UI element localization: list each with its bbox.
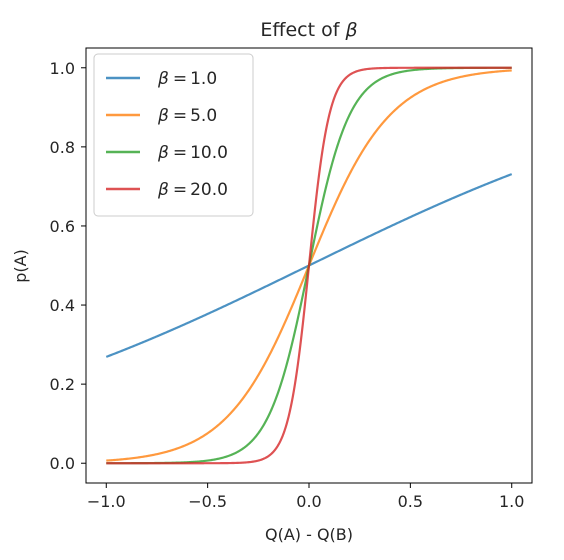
legend-value: 1.0	[190, 69, 217, 89]
legend-entry: β = 10.0	[106, 143, 228, 163]
legend-label: β = 5.0	[157, 106, 217, 126]
legend-label: β = 20.0	[157, 180, 228, 200]
x-tick-label: 1.0	[499, 492, 524, 511]
legend-beta-symbol: β	[157, 69, 169, 89]
legend-label: β = 1.0	[157, 69, 217, 89]
y-tick-label: 0.2	[50, 375, 75, 394]
legend-box	[93, 53, 254, 217]
y-tick-label: 1.0	[50, 59, 75, 78]
legend-value: 5.0	[190, 106, 217, 126]
legend-equals: =	[173, 106, 187, 126]
legend-beta-symbol: β	[157, 106, 169, 126]
legend-entry: β = 20.0	[106, 180, 228, 200]
legend-equals: =	[173, 143, 187, 163]
y-tick-label: 0.8	[50, 138, 75, 157]
legend-label: β = 10.0	[157, 143, 228, 163]
x-tick-label: 0.0	[296, 492, 321, 511]
series-layer	[105, 66, 513, 465]
legend-equals: =	[173, 180, 187, 200]
y-tick-label: 0.4	[50, 296, 75, 315]
legend: β = 1.0β = 5.0β = 10.0β = 20.0	[93, 53, 254, 217]
legend-entry: β = 5.0	[106, 106, 217, 126]
x-axis-ticks: −1.0 −0.5 0.0 0.5 1.0	[87, 483, 524, 511]
chart-title: Effect of β	[260, 19, 357, 41]
chart-title-prefix: Effect of	[260, 19, 345, 41]
legend-equals: =	[173, 69, 187, 89]
x-tick-label: −0.5	[188, 492, 227, 511]
series-line-beta-20-0	[106, 66, 512, 465]
y-axis-ticks: 0.0 0.2 0.4 0.6 0.8 1.0	[50, 59, 86, 473]
y-axis-label: p(A)	[11, 249, 30, 283]
legend-entry: β = 1.0	[106, 69, 217, 89]
x-axis-label: Q(A) - Q(B)	[265, 525, 353, 544]
legend-beta-symbol: β	[157, 143, 169, 163]
legend-value: 10.0	[190, 143, 228, 163]
x-tick-label: −1.0	[87, 492, 126, 511]
legend-value: 20.0	[190, 180, 228, 200]
y-tick-label: 0.6	[50, 217, 75, 236]
chart-title-symbol: β	[344, 19, 357, 41]
x-tick-label: 0.5	[398, 492, 423, 511]
legend-beta-symbol: β	[157, 180, 169, 200]
y-tick-label: 0.0	[50, 454, 75, 473]
